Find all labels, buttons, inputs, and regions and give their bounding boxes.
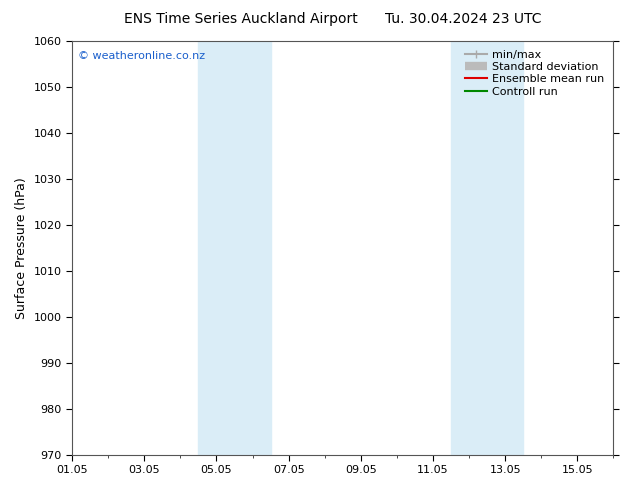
Text: © weatheronline.co.nz: © weatheronline.co.nz [77, 51, 205, 61]
Text: ENS Time Series Auckland Airport: ENS Time Series Auckland Airport [124, 12, 358, 26]
Text: Tu. 30.04.2024 23 UTC: Tu. 30.04.2024 23 UTC [385, 12, 541, 26]
Y-axis label: Surface Pressure (hPa): Surface Pressure (hPa) [15, 177, 28, 318]
Bar [451, 41, 523, 455]
Legend: min/max, Standard deviation, Ensemble mean run, Controll run: min/max, Standard deviation, Ensemble me… [461, 47, 608, 100]
Bar [198, 41, 271, 455]
